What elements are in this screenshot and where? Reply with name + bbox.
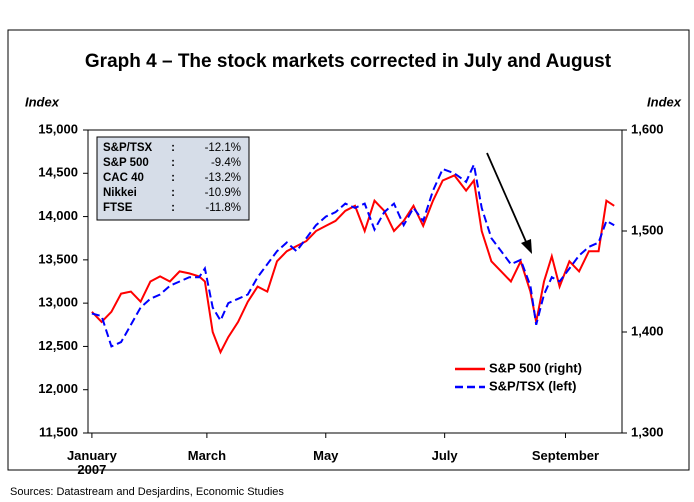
inset-cell: : [171,187,175,199]
plot-area [87,129,623,434]
y2-tick-label: 1,500 [631,222,664,237]
legend-label: S&P/TSX (left) [489,378,576,393]
inset-cell: : [171,202,175,214]
y-tick-label: 12,000 [38,381,78,396]
y-tick-label: 11,500 [39,424,78,439]
inset-box [96,136,250,221]
x-tick-label: May [313,448,339,463]
x-tick-label: September [532,448,599,463]
inset-cell: : [171,172,175,184]
y2-tick-label: 1,300 [631,424,664,439]
inset-cell: CAC 40 [103,172,144,184]
y-tick-label: 12,500 [38,338,78,353]
y-axis-label: Index [25,94,60,109]
y-tick-label: 14,000 [38,208,78,223]
legend-label: S&P 500 (right) [489,360,582,375]
inset-cell: : [171,157,175,169]
y-tick-label: 14,500 [38,165,78,180]
inset-cell: : [171,142,175,154]
y2-tick-label: 1,600 [631,121,664,136]
frame [7,29,690,471]
x-tick-label: March [188,448,226,463]
inset-cell: Nikkei [103,187,137,199]
y2-tick-label: 1,400 [631,323,664,338]
inset-cell: -13.2% [205,172,241,184]
inset-cell: -10.9% [205,187,241,199]
x-tick-label: July [432,448,459,463]
inset-cell: S&P 500 [103,157,149,169]
inset-cell: -9.4% [211,157,241,169]
inset-cell: -11.8% [205,202,241,214]
y-tick-label: 13,000 [38,295,78,310]
series-line [91,161,615,348]
source: Sources: Datastream and Desjardins, Econ… [10,486,284,498]
inset-cell: -12.1% [205,142,241,154]
arrow [486,152,528,245]
y-tick-label: 13,500 [38,251,78,266]
chart-title: Graph 4 – The stock markets corrected in… [85,51,612,72]
inset-cell: S&P/TSX [103,142,153,154]
x-tick-label: January 2007 [67,448,118,477]
y2-axis-label: Index [647,94,682,109]
inset-cell: FTSE [103,202,133,214]
y-tick-label: 15,000 [38,121,78,136]
arrow-head [521,239,532,254]
